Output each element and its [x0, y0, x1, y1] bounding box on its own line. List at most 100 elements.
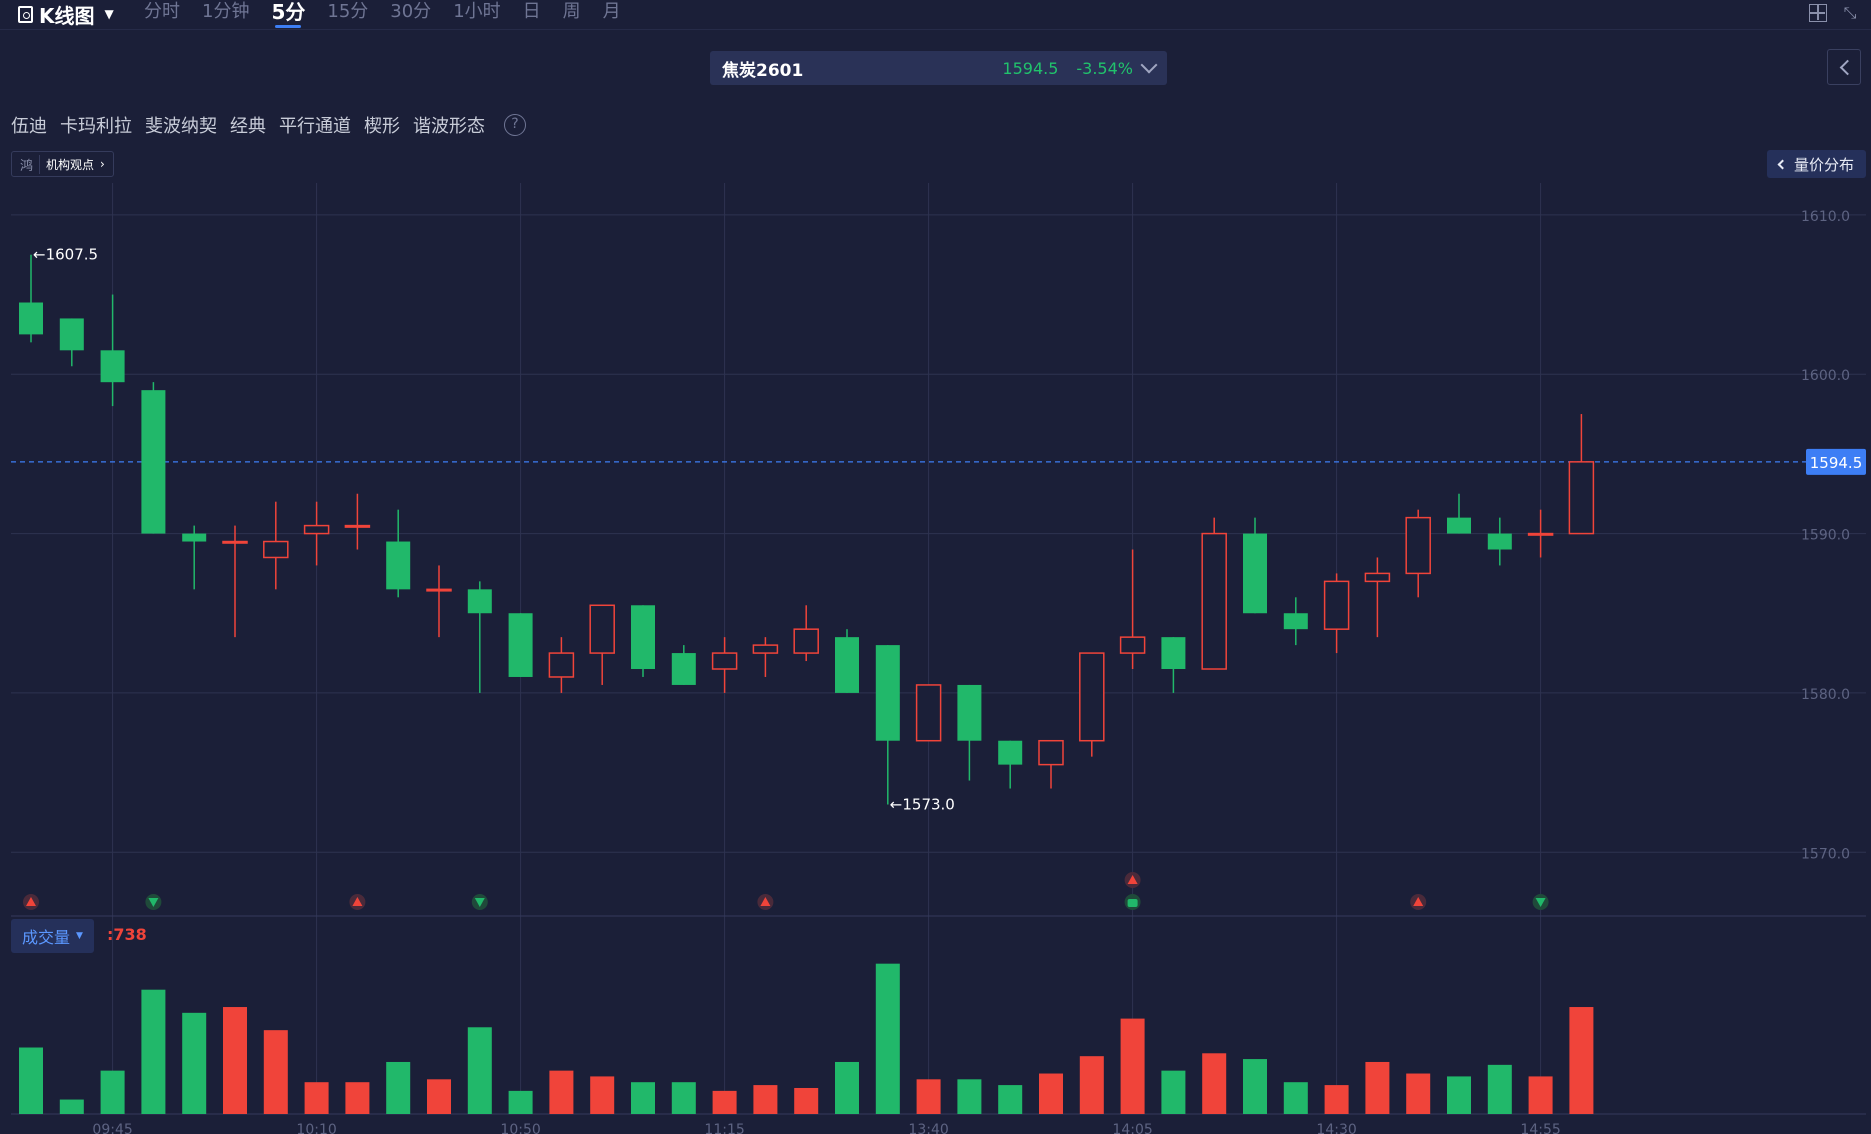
tab-period-30min[interactable]: 30分 [390, 1, 432, 22]
top-toolbar: K线图 ▼ 分时 1分钟 5分 15分 30分 1小时 日 周 月 ⤡ [0, 0, 1871, 30]
period-tabs: 分时 1分钟 5分 15分 30分 1小时 日 周 月 [144, 0, 643, 28]
green-down-triangle-icon [474, 898, 485, 907]
candle-body [1527, 532, 1554, 536]
collapse-panel-button[interactable] [1827, 49, 1861, 85]
signal-up-bg [757, 894, 774, 910]
help-icon[interactable]: ? [504, 114, 526, 136]
candle-body [1119, 636, 1146, 654]
candle-body [711, 652, 738, 670]
volume-bar [875, 963, 900, 1114]
x-tick-label: 10:10 [296, 1122, 336, 1134]
candle-body [141, 390, 166, 534]
tool-parallel-channel[interactable]: 平行通道 [279, 116, 351, 137]
x-tick-label: 14:55 [1520, 1122, 1560, 1134]
candle-body [1323, 580, 1350, 630]
volume-bar [1324, 1085, 1349, 1114]
candle-body [1283, 613, 1308, 630]
low-price-marker: ←1573.0 [890, 795, 955, 813]
volume-bar [386, 1061, 411, 1114]
candle-body [344, 524, 371, 528]
candle-body [1243, 533, 1267, 614]
tool-woodie[interactable]: 伍迪 [11, 116, 47, 137]
volume-bar [1039, 1073, 1063, 1114]
tool-camarilla[interactable]: 卡玛利拉 [60, 116, 132, 137]
last-price-label: 1594.5 [1810, 454, 1863, 472]
candle-body [1038, 739, 1064, 766]
volume-bar [1487, 1064, 1512, 1114]
institution-view-label: 机构观点 [46, 157, 95, 172]
volume-bar [1569, 1007, 1594, 1114]
shrink-icon[interactable]: ⤡ [1843, 3, 1857, 22]
volume-bar [1365, 1061, 1390, 1114]
volume-bar [753, 1085, 778, 1114]
tab-period-5min[interactable]: 5分 [271, 0, 305, 28]
volume-bar [590, 1076, 615, 1114]
kline-icon [18, 5, 33, 23]
volume-bar [345, 1082, 370, 1114]
volume-indicator-selector[interactable]: 成交量 ▼ [11, 919, 94, 953]
layout-grid-icon[interactable] [1809, 4, 1827, 22]
signal-down-bg [471, 894, 488, 910]
caret-down-icon: ▼ [76, 931, 83, 941]
tab-period-1min[interactable]: 1分钟 [202, 1, 250, 22]
candle-body [467, 589, 492, 614]
volume-bar [427, 1079, 451, 1114]
institution-view-button[interactable]: 鸿 机构观点 › [11, 151, 114, 177]
candle-body [835, 637, 859, 693]
volume-profile-label: 量价分布 [1793, 155, 1854, 174]
candle-body [589, 604, 615, 654]
volume-indicator-label: 成交量 [22, 928, 71, 947]
symbol-change: -3.54% [1076, 58, 1133, 78]
volume-bar [141, 989, 166, 1114]
candle-body [222, 540, 248, 544]
high-price-marker: ←1607.5 [33, 246, 98, 264]
volume-bar [916, 1079, 941, 1114]
candle-body [508, 613, 533, 677]
symbol-name: 焦炭2601 [722, 60, 804, 81]
candle-body [303, 524, 330, 535]
candle-body [426, 588, 452, 592]
candle-body [1568, 461, 1595, 535]
tool-classic[interactable]: 经典 [230, 116, 266, 137]
symbol-selector[interactable]: 焦炭2601 1594.5 -3.54% [710, 51, 1167, 85]
tool-wedge[interactable]: 楔形 [364, 116, 400, 137]
volume-bar [59, 1099, 84, 1114]
candle-body [1405, 516, 1431, 575]
volume-bar [263, 1030, 288, 1114]
tab-period-day[interactable]: 日 [522, 1, 541, 22]
candle-body [1079, 652, 1105, 742]
chart-type-selector[interactable]: K线图 ▼ [18, 2, 114, 28]
red-up-triangle-icon [26, 897, 36, 906]
signal-up-bg [349, 894, 366, 910]
y-tick-label: 1590.0 [1801, 528, 1850, 544]
institution-logo: 鸿 [20, 154, 41, 174]
signal-up-bg [1124, 872, 1141, 888]
tool-fibonacci[interactable]: 斐波纳契 [145, 116, 217, 137]
candle-body [19, 302, 43, 335]
signal-up-bg [23, 894, 39, 910]
candle-body [1364, 572, 1391, 583]
y-tick-label: 1580.0 [1801, 687, 1850, 703]
candle-body [386, 541, 411, 590]
window-controls: ⤡ [1809, 4, 1859, 22]
candle-body [998, 740, 1023, 765]
tool-harmonic-pattern[interactable]: 谐波形态 [413, 116, 485, 137]
tab-period-1hour[interactable]: 1小时 [453, 1, 501, 22]
volume-bar [1161, 1070, 1186, 1114]
tab-period-week[interactable]: 周 [562, 1, 581, 22]
last-price-badge [1806, 448, 1866, 475]
candle-body [100, 350, 125, 383]
red-up-triangle-icon [760, 897, 771, 906]
tab-period-month[interactable]: 月 [602, 1, 621, 22]
red-up-triangle-icon [352, 897, 363, 906]
volume-bar [957, 1079, 982, 1114]
tab-period-15min[interactable]: 15分 [327, 1, 369, 22]
tab-period-timeshare[interactable]: 分时 [144, 1, 180, 22]
volume-bar [223, 1007, 247, 1114]
candle-body [671, 653, 696, 685]
volume-profile-button[interactable]: 量价分布 [1767, 150, 1866, 178]
volume-bar [100, 1070, 125, 1114]
candle-body [1447, 517, 1471, 534]
signal-down-bg [145, 894, 162, 910]
